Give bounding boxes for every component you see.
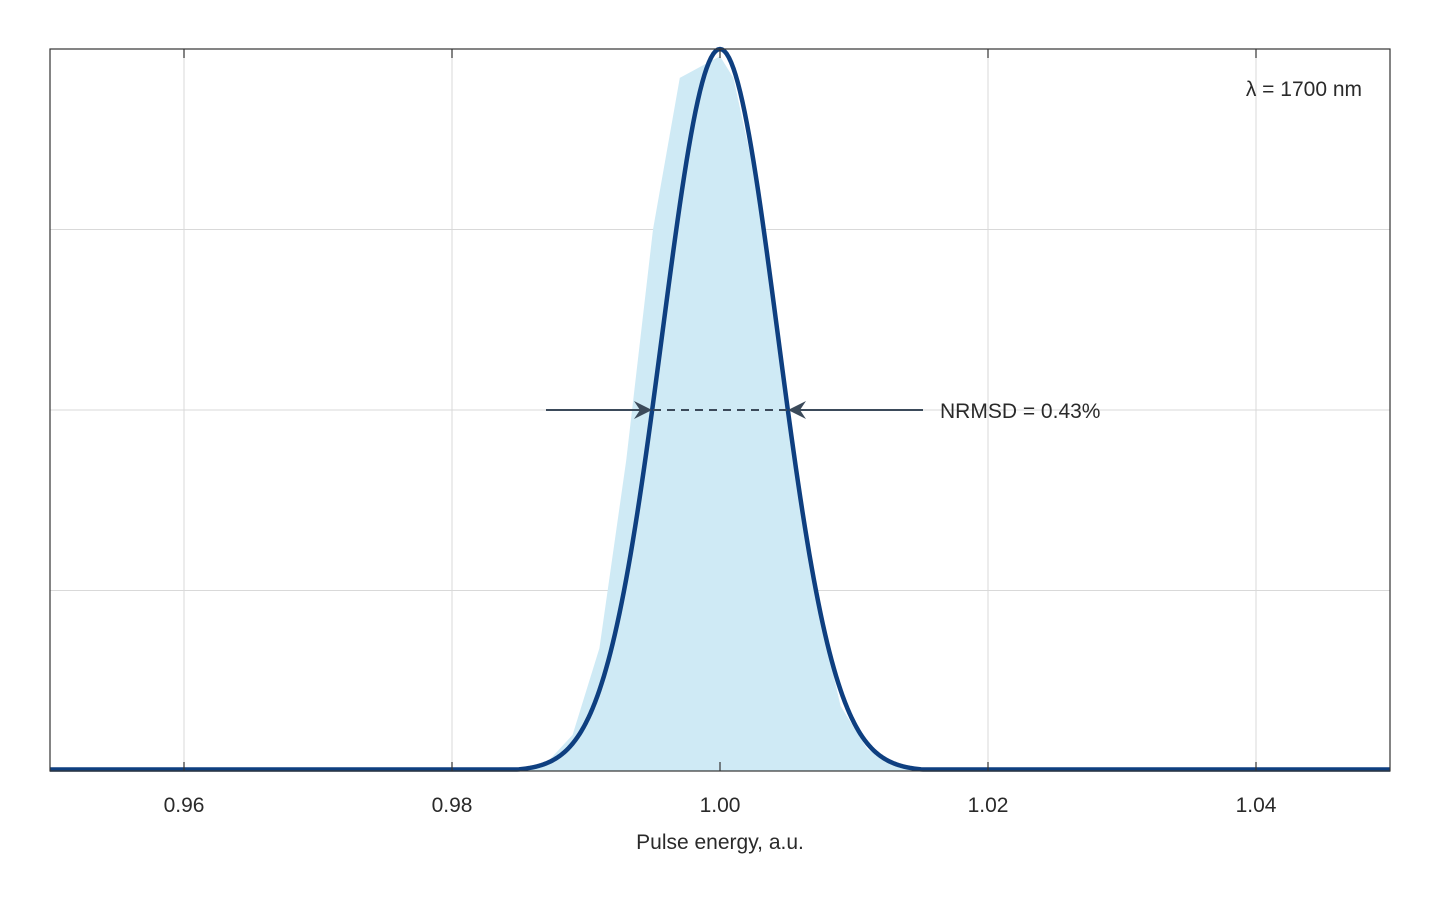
x-axis-label: Pulse energy, a.u.	[636, 831, 804, 854]
x-tick-labels: 0.96 0.98 1.00 1.02 1.04	[164, 794, 1277, 817]
x-tick-label: 0.98	[432, 794, 473, 817]
x-tick-label: 1.04	[1236, 794, 1277, 817]
x-tick-label: 0.96	[164, 794, 205, 817]
nrmsd-annotation: NRMSD = 0.43%	[940, 400, 1100, 423]
x-ticks	[183, 49, 1257, 771]
left-arrow-head	[634, 401, 652, 419]
histogram-area	[519, 56, 921, 771]
right-arrow-head	[788, 401, 806, 419]
wavelength-annotation: λ = 1700 nm	[1246, 78, 1362, 101]
nrmsd-marker	[546, 401, 923, 419]
x-tick-label: 1.02	[968, 794, 1009, 817]
x-tick-label: 1.00	[700, 794, 741, 817]
